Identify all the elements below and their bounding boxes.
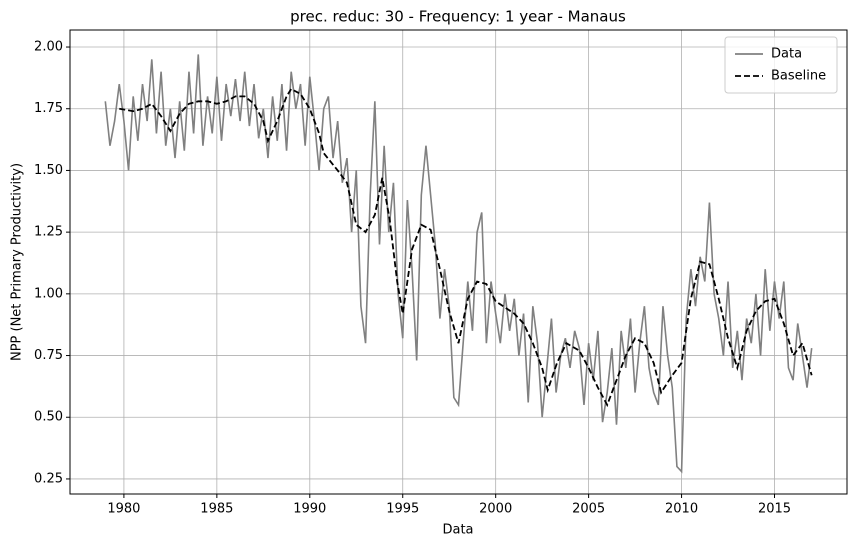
y-tick-label: 1.25 [34,225,63,240]
y-tick-label: 1.50 [34,163,63,178]
x-tick-label: 1990 [293,502,326,517]
legend-label: Baseline [771,69,826,84]
y-tick-label: 1.00 [34,286,63,301]
x-tick-label: 2010 [665,502,698,517]
chart-title: prec. reduc: 30 - Frequency: 1 year - Ma… [290,8,626,26]
legend-box [724,36,838,94]
y-tick-label: 0.25 [34,471,63,486]
y-tick-label: 0.75 [34,348,63,363]
x-tick-label: 1980 [107,502,140,517]
y-tick-label: 2.00 [34,40,63,55]
x-tick-label: 2000 [479,502,512,517]
legend: Data Baseline [724,36,838,94]
plot-frame [69,29,848,495]
x-axis-label: Data [442,523,473,538]
y-axis-label: NPP (Net Primary Productivity) [10,163,25,361]
x-tick-label: 1985 [200,502,233,517]
x-tick-label: 2015 [758,502,791,517]
data-line [119,87,813,408]
legend-label: Data [771,47,802,62]
x-tick-label: 2005 [572,502,605,517]
x-tick-label: 1995 [386,502,419,517]
data-line [104,54,813,474]
y-tick-label: 1.75 [34,101,63,116]
y-tick-label: 0.50 [34,410,63,425]
